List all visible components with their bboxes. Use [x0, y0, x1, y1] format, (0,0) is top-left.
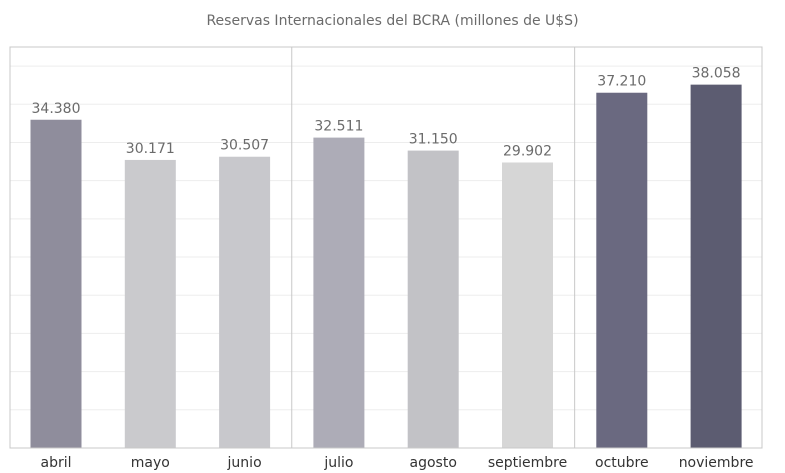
x-tick-label-abril: abril [40, 455, 71, 471]
x-tick-labels: abril mayo junio julio agosto septiembre octub… [40, 455, 753, 471]
bar-abril [30, 119, 82, 448]
value-label-agosto: 31.150 [409, 132, 458, 148]
plot-border [9, 46, 763, 449]
bar-agosto [407, 150, 459, 448]
plot-frame [9, 46, 763, 449]
x-tick-label-septiembre: septiembre [488, 455, 567, 471]
x-tick-label-junio: junio [227, 455, 262, 471]
x-tick-label-julio: julio [323, 455, 353, 471]
value-label-abril: 34.380 [32, 101, 81, 117]
bar-mayo [124, 159, 176, 448]
value-label-octubre: 37.210 [597, 74, 646, 90]
bar-octubre [596, 92, 648, 448]
x-tick-label-noviembre: noviembre [679, 455, 754, 471]
value-label-mayo: 30.171 [126, 141, 175, 157]
value-label-julio: 32.511 [314, 119, 363, 135]
bars [30, 84, 742, 449]
value-labels: 34.380 30.171 30.507 32.511 31.150 29.902 37.2… [32, 66, 741, 160]
value-label-septiembre: 29.902 [503, 144, 552, 160]
value-label-noviembre: 38.058 [692, 66, 741, 82]
bar-julio [313, 137, 365, 448]
bar-junio [219, 156, 271, 449]
gridlines [10, 65, 762, 411]
x-tick-label-octubre: octubre [595, 455, 649, 471]
bar-septiembre [502, 162, 553, 449]
bar-noviembre [690, 84, 742, 448]
x-tick-label-agosto: agosto [410, 455, 457, 471]
chart-title: Reservas Internacionales del BCRA (millo… [206, 13, 579, 29]
value-label-junio: 30.507 [220, 138, 269, 154]
x-tick-label-mayo: mayo [131, 455, 170, 471]
